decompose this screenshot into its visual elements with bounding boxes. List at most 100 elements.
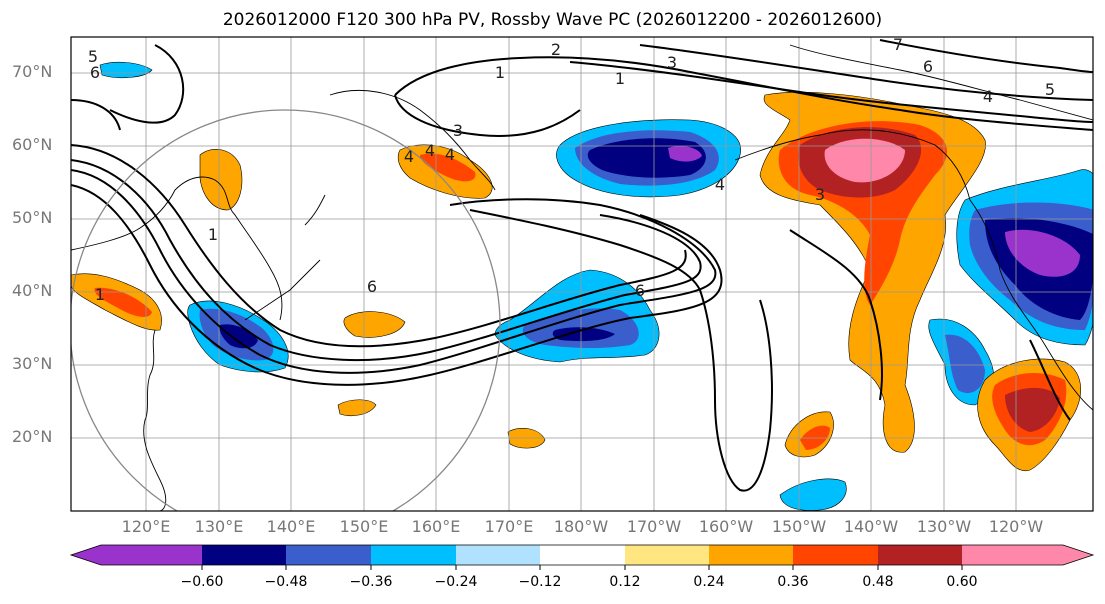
positive-anomaly-china-red (94, 287, 152, 317)
negative-anomaly-bering-purple (668, 145, 702, 162)
negative-anomaly-japan-navy (219, 324, 258, 349)
reference-circle (71, 109, 501, 511)
colorbar-tick-label: −0.48 (264, 574, 308, 590)
lat-label-50n: 50°N (12, 208, 53, 227)
colorbar-tick-label: 0.48 (862, 574, 894, 590)
contour-label: 5 (1045, 80, 1055, 99)
pv-contour (109, 44, 185, 124)
pv-contour (71, 99, 121, 131)
contour-label: 1 (615, 69, 625, 88)
colorbar-segment (101, 545, 202, 565)
contour-label: 1 (495, 63, 505, 82)
colorbar-tick-label: −0.60 (180, 574, 224, 590)
contour-label: 7 (893, 35, 903, 54)
contour-label: 3 (815, 185, 825, 204)
positive-anomaly-southeast-darkred (1005, 387, 1060, 432)
lon-label: 130°E (194, 517, 244, 536)
contour-label: 4 (983, 87, 993, 106)
colorbar-tick-label: 0.12 (609, 574, 641, 590)
coastline-alaska (734, 129, 971, 201)
positive-anomaly-kamchatka-red (420, 153, 476, 182)
lat-label-70n: 70°N (12, 62, 53, 81)
coastline-asia (71, 176, 283, 511)
lat-label-40n: 40°N (12, 281, 53, 300)
negative-anomaly-east-subtropics-blue (945, 334, 985, 394)
graticule (71, 37, 1093, 511)
colorbar-extend-low (71, 545, 101, 565)
lon-label: 180°W (553, 517, 609, 536)
contour-label: 1 (208, 225, 218, 244)
pv-contour (71, 184, 723, 386)
colorbar (69, 544, 1095, 570)
colorbar-segment (371, 545, 456, 565)
colorbar-tick-label: 0.24 (693, 574, 725, 590)
colorbar-extend-high (1063, 545, 1093, 565)
pv-shading (71, 61, 1093, 511)
lon-label: 120°W (988, 517, 1044, 536)
lon-label: 150°W (771, 517, 827, 536)
lon-label: 160°W (698, 517, 754, 536)
figure-title: 2026012000 F120 300 hPa PV, Rossby Wave … (222, 10, 883, 30)
contour-label: 4 (715, 175, 725, 194)
colorbar-segment (709, 545, 793, 565)
contour-label: 3 (453, 121, 463, 140)
positive-anomaly-pacific-b (337, 399, 377, 416)
pv-contour (71, 159, 702, 362)
pv-contour (879, 39, 1093, 73)
contour-label: 5 (88, 47, 98, 66)
map-frame (70, 36, 1094, 512)
positive-anomaly-pacific-a (343, 311, 406, 338)
pv-contour (469, 209, 773, 492)
negative-anomaly-westcoast-purple (1005, 229, 1080, 277)
colorbar-tick-label: −0.12 (518, 574, 562, 590)
colorbar-tick-label: 0.60 (946, 574, 978, 590)
lat-label-30n: 30°N (12, 354, 53, 373)
contour-label: 4 (445, 145, 455, 164)
contour-label: 6 (90, 63, 100, 82)
contour-label: 6 (367, 277, 377, 296)
colorbar-segment (202, 545, 286, 565)
pv-contour (71, 144, 687, 348)
colorbar-segment (456, 545, 540, 565)
colorbar-tick-label: −0.24 (434, 574, 478, 590)
lon-label: 170°E (484, 517, 534, 536)
contour-label: 2 (551, 40, 561, 59)
lat-label-20n: 20°N (12, 427, 53, 446)
pv-contour (394, 94, 581, 137)
colorbar-segment (625, 545, 709, 565)
pv-contour (1029, 339, 1071, 421)
pv-contour (639, 44, 1093, 101)
contour-label: 1 (95, 285, 105, 304)
colorbar-tick-label: 0.36 (777, 574, 809, 590)
pv-contour (789, 229, 883, 401)
colorbar-segment (793, 545, 878, 565)
positive-anomaly-alaska-pink (824, 138, 905, 183)
lon-label: 140°W (843, 517, 899, 536)
colorbar-segment (962, 545, 1063, 565)
contour-label: 4 (404, 147, 414, 166)
pv-contour (71, 169, 717, 374)
colorbar-segment (286, 545, 371, 565)
coastline-japan (244, 194, 326, 321)
pv-contour (394, 56, 1093, 131)
contour-label: 6 (923, 57, 933, 76)
colorbar-outline (69, 544, 1095, 566)
contour-label: 4 (425, 141, 435, 160)
lon-label: 170°W (626, 517, 682, 536)
colorbar-segment (878, 545, 962, 565)
negative-anomaly-central-pacific-navy (552, 327, 615, 342)
pv-contours (71, 39, 1093, 492)
pv-contour (569, 61, 1093, 123)
lat-label-60n: 60°N (12, 135, 53, 154)
contour-label: 3 (667, 53, 677, 72)
colorbar-segment (540, 545, 625, 565)
colorbar-tick-label: −0.36 (349, 574, 393, 590)
positive-anomaly-okhotsk (199, 148, 243, 211)
contour-label: 6 (635, 281, 645, 300)
lon-label: 140°E (266, 517, 316, 536)
lon-label: 160°E (411, 517, 461, 536)
coastline-arctic (789, 44, 1093, 121)
lon-label: 130°W (916, 517, 972, 536)
